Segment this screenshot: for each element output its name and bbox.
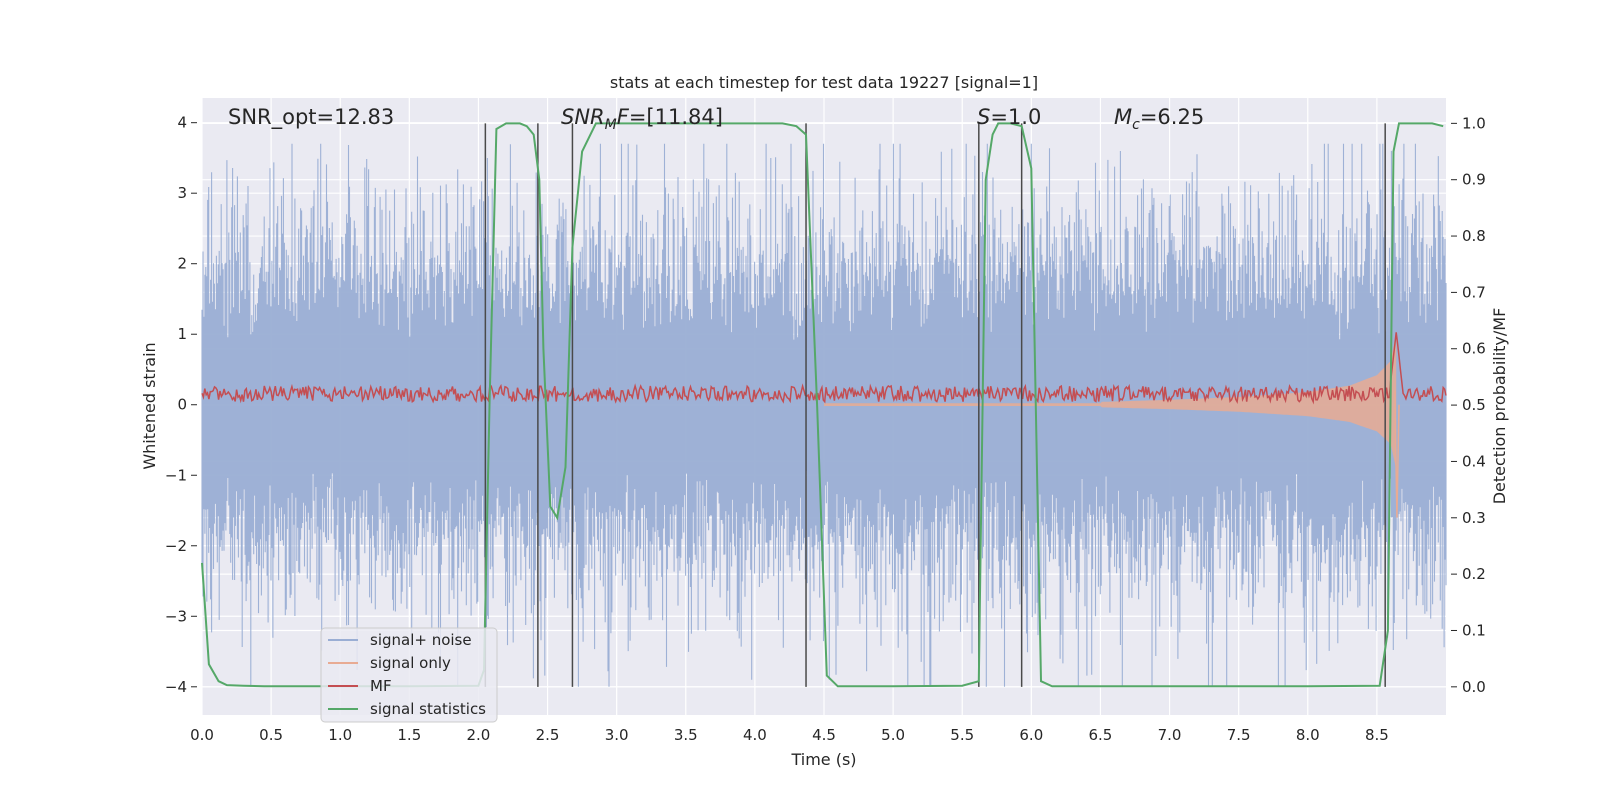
series-signal-only <box>824 332 1400 518</box>
y-right-tick-label-6: 0.4 <box>1462 452 1486 470</box>
legend-box <box>320 627 498 723</box>
y-left-tick-label-5: −1 <box>165 466 187 484</box>
y-right-tick-label-7: 0.3 <box>1462 509 1486 527</box>
x-tick-label-16: 8.0 <box>1296 726 1320 744</box>
vertical-markers <box>484 123 1386 687</box>
legend-label-signal-noise: signal+ noise <box>370 631 472 649</box>
x-tick-label-4: 2.0 <box>467 726 491 744</box>
x-tick-label-9: 4.5 <box>812 726 836 744</box>
signal-only-envelope <box>824 332 1397 470</box>
x-tick-label-2: 1.0 <box>328 726 352 744</box>
y-axis-left-label: Whitened strain <box>140 342 159 469</box>
y-right-tick-label-0: 1.0 <box>1462 114 1486 132</box>
series-signal-plus-noise <box>201 143 1447 687</box>
signal-noise-trace <box>201 143 1447 687</box>
legend-item-mf: MF <box>328 677 392 695</box>
y-right-tick-label-9: 0.1 <box>1462 621 1486 639</box>
x-axis-label: Time (s) <box>790 750 856 769</box>
y-right-tick-label-8: 0.2 <box>1462 565 1486 583</box>
x-tick-label-3: 1.5 <box>397 726 421 744</box>
x-tick-label-8: 4.0 <box>743 726 767 744</box>
x-tick-label-11: 5.5 <box>950 726 974 744</box>
x-tick-label-7: 3.5 <box>674 726 698 744</box>
x-tick-label-1: 0.5 <box>259 726 283 744</box>
y-right-tick-label-1: 0.9 <box>1462 171 1486 189</box>
annotation-s: S=1.0 <box>977 105 1041 129</box>
legend-item-signal-statistics: signal statistics <box>328 700 486 718</box>
x-tick-label-15: 7.5 <box>1227 726 1251 744</box>
x-tick-label-13: 6.5 <box>1089 726 1113 744</box>
annotation-snr-mf: SNRMF=[11.84] <box>561 105 723 133</box>
y-left-tick-labels: 4 3 2 1 0 −1 −2 −3 −4 <box>165 114 197 696</box>
x-tick-labels: 0.0 0.5 1.0 1.5 2.0 2.5 3.0 3.5 4.0 4.5 5.0 5.5 6.0 6… <box>190 726 1389 744</box>
legend-label-signal-only: signal only <box>370 654 451 672</box>
x-tick-label-17: 8.5 <box>1365 726 1389 744</box>
annotation-snr-opt: SNR_opt=12.83 <box>228 105 394 130</box>
x-tick-label-14: 7.0 <box>1158 726 1182 744</box>
y-left-tick-label-1: 3 <box>177 184 187 202</box>
legend-label-signal-statistics: signal statistics <box>370 700 486 718</box>
x-tick-label-10: 5.0 <box>881 726 905 744</box>
x-tick-label-0: 0.0 <box>190 726 214 744</box>
y-left-tick-label-6: −2 <box>165 537 187 555</box>
annotation-mc: Mc=6.25 <box>1114 105 1204 133</box>
x-tick-label-12: 6.0 <box>1019 726 1043 744</box>
legend-label-mf: MF <box>370 677 392 695</box>
y-right-tick-labels: 1.0 0.9 0.8 0.7 0.6 0.5 0.4 0.3 0.2 0.1 0.0 <box>1451 114 1486 696</box>
legend-item-signal-noise: signal+ noise <box>328 631 472 649</box>
y-right-tick-label-10: 0.0 <box>1462 678 1486 696</box>
signal-only-merger <box>1394 390 1400 518</box>
y-right-tick-label-5: 0.5 <box>1462 396 1486 414</box>
y-left-tick-label-3: 1 <box>177 325 187 343</box>
y-right-tick-label-3: 0.7 <box>1462 283 1486 301</box>
y-right-tick-label-4: 0.6 <box>1462 340 1486 358</box>
y-axis-right-label: Detection probability/MF <box>1490 308 1509 505</box>
y-left-tick-label-2: 2 <box>177 255 187 273</box>
y-left-tick-label-7: −3 <box>165 607 187 625</box>
y-left-tick-label-0: 4 <box>177 114 187 132</box>
y-left-tick-label-8: −4 <box>165 678 187 696</box>
legend: signal+ noise signal only MF signal stat… <box>320 627 498 723</box>
y-right-tick-label-2: 0.8 <box>1462 227 1486 245</box>
x-tick-label-5: 2.5 <box>536 726 560 744</box>
legend-item-signal-only: signal only <box>328 654 451 672</box>
mf-line <box>201 332 1447 405</box>
y-left-tick-label-4: 0 <box>177 396 187 414</box>
series-mf <box>201 332 1447 405</box>
chart-title: stats at each timestep for test data 192… <box>610 73 1038 92</box>
x-tick-label-6: 3.0 <box>605 726 629 744</box>
